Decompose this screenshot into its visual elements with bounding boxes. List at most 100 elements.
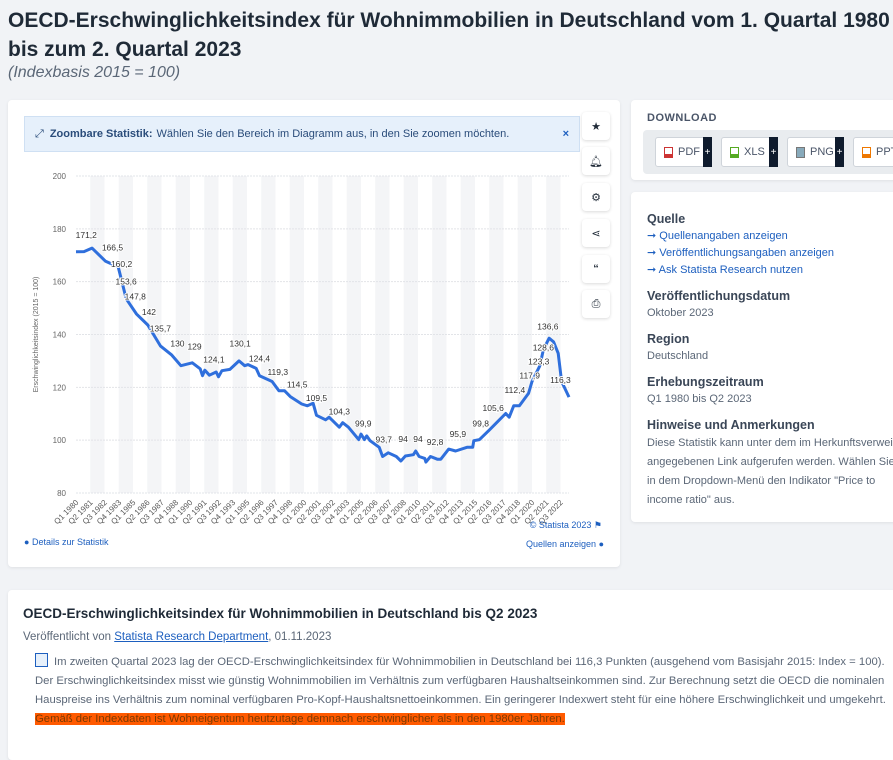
gear-icon: ⚙ — [591, 191, 601, 204]
data-label: 112,4 — [505, 385, 526, 395]
details-text: Details zur Statistik — [31, 537, 109, 547]
y-tick-label: 180 — [53, 225, 67, 234]
article-card: OECD-Erschwinglichkeitsindex für Wohnimm… — [8, 590, 893, 760]
data-label: 128,6 — [533, 342, 555, 352]
research-link[interactable]: ➞ Ask Statista Research nutzen — [647, 264, 803, 276]
button-label: PNG — [810, 146, 834, 158]
data-label: 92,8 — [427, 437, 444, 447]
print-button[interactable]: ⎙ — [582, 290, 610, 318]
data-label: 130,1 — [230, 338, 252, 348]
notes-line: angegebenen Link aufgerufen werden. Wähl… — [647, 456, 893, 468]
link-text: Quellenangaben anzeigen — [659, 230, 788, 242]
xls-file-icon — [730, 146, 739, 158]
published-prefix: Veröffentlicht von — [23, 631, 112, 643]
data-label: 142 — [142, 307, 156, 317]
download-ppt-button[interactable]: PPT — [853, 137, 893, 167]
data-label: 153,6 — [116, 276, 138, 286]
flag-icon: ⚑ — [593, 520, 602, 530]
notes-line: Diese Statistik kann unter dem im Herkun… — [647, 437, 893, 449]
statistic-icon — [35, 653, 48, 667]
region-value: Deutschland — [647, 350, 709, 362]
data-label: 99,8 — [472, 419, 489, 429]
article-title: OECD-Erschwinglichkeitsindex für Wohnimm… — [23, 606, 538, 621]
y-tick-label: 200 — [53, 172, 67, 181]
settings-button[interactable]: ⚙ — [582, 183, 610, 211]
star-button[interactable]: ★ — [582, 112, 610, 140]
source-heading: Quelle — [647, 212, 686, 226]
data-label: 124,4 — [249, 354, 271, 364]
sources-text: Quellen anzeigen — [525, 539, 597, 549]
expand-icon: ⤢ — [35, 127, 44, 140]
notes-line: income ratio" aus. — [647, 494, 735, 506]
data-label: 166,5 — [102, 242, 124, 252]
data-label: 135,7 — [150, 324, 172, 334]
button-label: XLS — [744, 146, 765, 158]
plus-icon: + — [703, 137, 712, 167]
zoom-notice-text: Wählen Sie den Bereich im Diagramm aus, … — [156, 128, 510, 140]
data-label: 123,3 — [528, 356, 550, 366]
region-heading: Region — [647, 332, 690, 346]
author-link[interactable]: Statista Research Department — [114, 631, 269, 643]
data-label: 105,6 — [483, 403, 505, 413]
notification-button[interactable]: 🔔︎ — [582, 147, 610, 175]
png-file-icon — [796, 146, 805, 158]
bell-icon: 🔔︎ — [589, 155, 603, 168]
data-label: 160,2 — [111, 259, 133, 269]
download-png-button[interactable]: PNG + — [787, 137, 844, 167]
data-label: 171,2 — [76, 230, 98, 240]
share-icon: ⋖ — [591, 227, 601, 240]
publication-link[interactable]: ➞ Veröffentlichungsangaben anzeigen — [647, 247, 835, 259]
data-label: 114,5 — [287, 380, 308, 390]
period-value: Q1 1980 bis Q2 2023 — [647, 393, 752, 405]
copyright-text: © Statista 2023 — [529, 520, 592, 530]
print-icon: ⎙ — [591, 297, 601, 310]
zoom-notice-label: Zoombare Statistik: — [49, 128, 153, 140]
data-label: 129 — [187, 341, 201, 351]
statista-copyright[interactable]: © Statista 2023 ⚑ — [530, 520, 602, 531]
info-icon: ● — [598, 539, 604, 549]
ppt-file-icon — [862, 146, 871, 158]
data-label: 116,3 — [550, 375, 571, 385]
date-heading: Veröffentlichungsdatum — [647, 289, 791, 303]
sources-link[interactable]: Quellen anzeigen ● — [526, 539, 604, 549]
info-icon: ● — [24, 537, 30, 547]
data-label: 130 — [170, 339, 184, 349]
button-label: PPT — [876, 146, 893, 158]
download-xls-button[interactable]: XLS + — [721, 137, 778, 167]
link-text: Ask Statista Research nutzen — [658, 264, 803, 276]
plus-icon: + — [835, 137, 844, 167]
details-link[interactable]: ● Details zur Statistik — [24, 537, 108, 547]
data-label: 104,3 — [329, 407, 351, 417]
data-label: 99,9 — [355, 418, 372, 428]
page-title: OECD-Erschwinglichkeitsindex für Wohnimm… — [8, 9, 890, 61]
plus-icon: + — [769, 137, 778, 167]
data-label: 94 — [413, 434, 423, 444]
data-label: 109,5 — [306, 393, 328, 403]
zoom-notice: ⤢ Zoombare Statistik: Wählen Sie den Ber… — [24, 116, 580, 152]
notes-line: in dem Dropdown-Menü den Indikator "Pric… — [647, 475, 876, 487]
notes-heading: Hinweise und Anmerkungen — [647, 418, 815, 432]
download-title: DOWNLOAD — [647, 112, 717, 124]
y-axis-label: Erschwinglichkeitsindex (2015 = 100) — [33, 277, 40, 393]
source-link[interactable]: ➞ Quellenangaben anzeigen — [647, 230, 788, 242]
info-card: Quelle ➞ Quellenangaben anzeigen ➞ Veröf… — [631, 192, 893, 522]
y-tick-label: 120 — [53, 383, 67, 392]
star-icon: ★ — [591, 120, 601, 133]
published-date: , 01.11.2023 — [268, 631, 332, 643]
button-label: PDF — [678, 146, 700, 158]
data-label: 94 — [398, 434, 408, 444]
close-icon[interactable]: × — [562, 128, 569, 140]
y-tick-label: 160 — [53, 278, 67, 287]
data-label: 136,6 — [537, 321, 559, 331]
article-body: Im zweiten Quartal 2023 lag der OECD-Ers… — [35, 656, 886, 706]
share-button[interactable]: ⋖ — [582, 219, 610, 247]
cite-button[interactable]: “ — [582, 255, 610, 283]
download-card: DOWNLOAD PDF+ XLS+ PNG+ PPT — [631, 100, 893, 180]
download-pdf-button[interactable]: PDF + — [655, 137, 712, 167]
chart-card: ⤢ Zoombare Statistik: Wählen Sie den Ber… — [8, 100, 620, 567]
highlighted-text: Gemäß der Indexdaten ist Wohneigentum he… — [35, 713, 565, 725]
article-text: Im zweiten Quartal 2023 lag der OECD-Ers… — [23, 653, 893, 729]
period-heading: Erhebungszeitraum — [647, 375, 764, 389]
y-tick-label: 100 — [53, 436, 67, 445]
